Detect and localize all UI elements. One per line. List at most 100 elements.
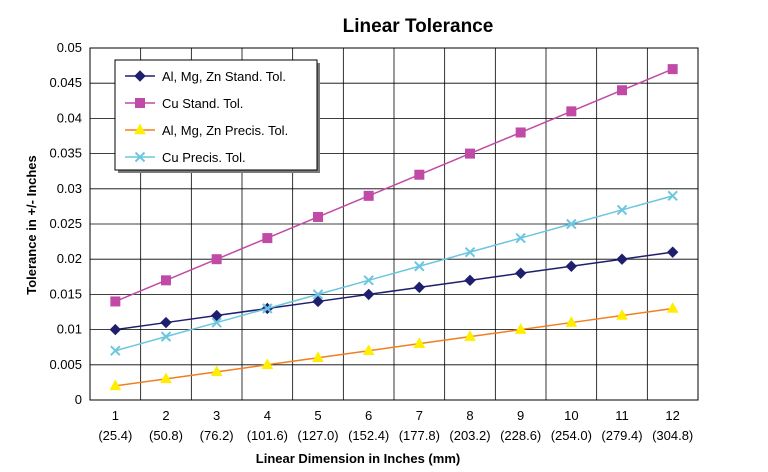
chart-title: Linear Tolerance [343, 16, 494, 37]
x-marker [262, 303, 273, 314]
diamond-marker [666, 246, 679, 258]
series-3 [110, 190, 678, 356]
y-tick-label: 0.01 [57, 322, 82, 337]
y-tick-label: 0.025 [49, 216, 82, 231]
triangle-marker [616, 309, 628, 320]
square-marker [667, 64, 678, 75]
y-tick-label: 0.005 [49, 357, 82, 372]
x-marker [566, 218, 577, 230]
x-tick-label: 8 [466, 408, 473, 423]
diamond-marker [616, 253, 628, 265]
x-tick-label-mm: (76.2) [200, 428, 234, 443]
y-tick-label: 0.04 [57, 110, 82, 125]
x-marker [464, 246, 476, 258]
series-line [115, 68, 673, 303]
y-tick-label: 0.05 [57, 40, 82, 55]
square-marker [110, 296, 121, 307]
y-tick-label: 0.035 [49, 146, 82, 161]
plot-frame [89, 47, 699, 401]
x-tick-label: 9 [517, 408, 524, 423]
series-line [115, 195, 673, 352]
x-tick-label-mm: (254.0) [551, 428, 592, 443]
diamond-marker [160, 316, 172, 329]
y-tick-label: 0.015 [49, 286, 82, 301]
diamond-marker [565, 260, 578, 272]
diamond-marker [413, 281, 426, 294]
series-0 [109, 246, 679, 336]
square-marker [414, 169, 425, 180]
y-tick-labels: 0 0.005 0.01 0.015 0.02 0.025 0.03 0.035 0.04 0.0… [49, 40, 82, 407]
diamond-marker [514, 267, 527, 279]
legend-label: Cu Stand. Tol. [162, 96, 243, 111]
diamond-marker [210, 309, 223, 322]
square-marker [515, 127, 526, 138]
x-tick-labels: 1 (25.4) 2 (50.8) 3 (76.2) 4 (101.6) 5 (127.0) 6 (1… [98, 408, 693, 443]
x-tick-label-mm: (304.8) [652, 428, 693, 443]
x-tick-label: 12 [665, 408, 679, 423]
x-marker [667, 190, 678, 202]
y-tick-label: 0 [75, 392, 82, 407]
x-marker [414, 261, 425, 272]
x-marker [134, 151, 146, 163]
legend-label: Al, Mg, Zn Precis. Tol. [162, 123, 288, 138]
square-marker [313, 211, 323, 222]
legend-label: Al, Mg, Zn Stand. Tol. [162, 69, 286, 84]
x-marker [110, 345, 121, 356]
x-tick-label: 6 [365, 408, 372, 423]
triangle-marker [210, 365, 223, 377]
x-tick-label: 1 [112, 408, 119, 423]
triangle-marker [666, 301, 679, 313]
x-tick-label-mm: (279.4) [601, 428, 642, 443]
square-marker [262, 233, 273, 244]
x-tick-label: 7 [416, 408, 423, 423]
x-marker [616, 204, 628, 216]
square-marker [135, 98, 145, 108]
legend: Al, Mg, Zn Stand. Tol. Cu Stand. Tol. Al, … [114, 59, 320, 173]
y-axis-label: Tolerance in +/- Inches [24, 155, 39, 295]
x-tick-label-mm: (101.6) [247, 428, 288, 443]
x-tick-label-mm: (127.0) [297, 428, 338, 443]
square-marker [161, 275, 171, 286]
x-axis-label: Linear Dimension in Inches (mm) [256, 451, 460, 466]
x-tick-label: 5 [314, 408, 321, 423]
x-marker [211, 317, 222, 328]
triangle-marker [514, 323, 527, 334]
triangle-marker [109, 379, 122, 391]
legend-item: Al, Mg, Zn Precis. Tol. [125, 123, 288, 138]
series-1 [110, 64, 678, 307]
diamond-marker [109, 323, 122, 336]
x-tick-label-mm: (25.4) [98, 428, 132, 443]
y-tick-label: 0.045 [49, 75, 82, 90]
x-tick-label: 11 [615, 408, 629, 423]
y-tick-label: 0.02 [57, 251, 82, 266]
series-line [115, 307, 673, 387]
legend-box [114, 59, 318, 171]
x-marker [363, 275, 374, 286]
square-marker [566, 106, 577, 117]
triangle-marker [160, 372, 172, 384]
legend-item: Cu Precis. Tol. [125, 150, 246, 165]
x-tick-label-mm: (177.8) [399, 428, 440, 443]
legend-item: Cu Stand. Tol. [125, 96, 243, 111]
square-marker [363, 190, 374, 201]
x-marker [515, 232, 526, 244]
series-line [115, 251, 673, 331]
legend-item: Al, Mg, Zn Stand. Tol. [125, 69, 286, 84]
x-tick-label: 3 [213, 408, 220, 423]
triangle-marker [261, 358, 274, 370]
diamond-marker [134, 70, 146, 82]
triangle-marker [413, 337, 426, 348]
triangle-marker [565, 316, 578, 327]
legend-label: Cu Precis. Tol. [162, 150, 246, 165]
diamond-marker [312, 295, 324, 308]
y-tick-label: 0.03 [57, 181, 82, 196]
series-layer [109, 64, 679, 391]
x-marker [160, 331, 172, 342]
square-marker [211, 254, 222, 265]
triangle-marker [134, 123, 146, 135]
diamond-marker [464, 274, 476, 287]
x-tick-label: 4 [264, 408, 271, 423]
series-2 [109, 301, 679, 391]
